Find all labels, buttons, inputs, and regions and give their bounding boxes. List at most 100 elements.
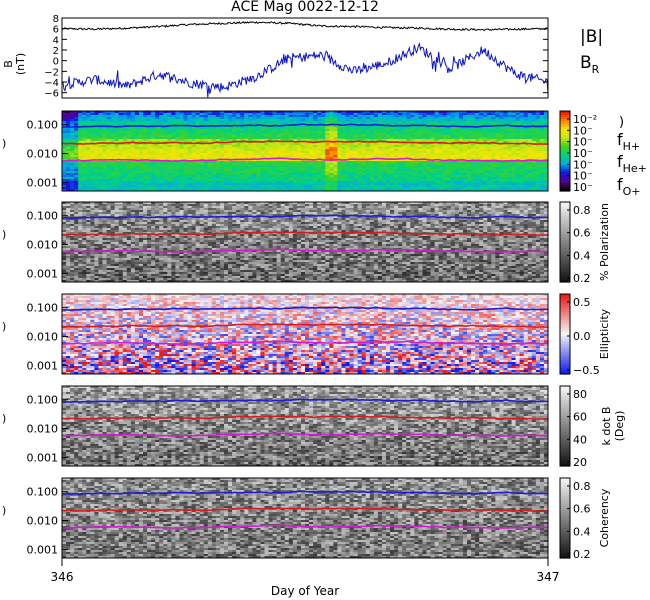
heatmap-cell	[414, 167, 419, 170]
heatmap-cell	[195, 133, 201, 136]
heatmap-cell	[361, 149, 367, 152]
heatmap-cell	[74, 123, 79, 126]
heatmap-cell	[215, 149, 221, 152]
heatmap-cell	[284, 155, 290, 158]
heatmap-cell	[62, 129, 67, 132]
heatmap-cell	[430, 145, 436, 148]
heatmap-cell	[325, 173, 330, 176]
heatmap-cell	[539, 129, 545, 132]
heatmap-cell	[98, 161, 104, 164]
heatmap-cell	[531, 113, 537, 116]
heatmap-cell	[467, 189, 472, 191]
heatmap-cell	[163, 175, 168, 178]
heatmap-cell	[228, 171, 233, 174]
heatmap-cell	[138, 119, 144, 122]
heatmap-cell	[462, 149, 468, 152]
heatmap-cell	[325, 143, 330, 146]
heatmap-cell	[305, 139, 310, 142]
series-b-radial-line	[62, 42, 548, 98]
heatmap-cell	[66, 139, 71, 142]
heatmap-cell	[487, 175, 492, 178]
heatmap-cell	[329, 167, 334, 170]
heatmap-cell	[357, 173, 363, 176]
heatmap-cell	[406, 121, 411, 124]
heatmap-cell	[491, 163, 496, 166]
heatmap-cell	[122, 113, 128, 116]
heatmap-cell	[195, 121, 201, 124]
heatmap-cell	[527, 127, 533, 130]
heatmap-cell	[240, 179, 245, 182]
heatmap-cell	[134, 171, 140, 174]
heatmap-cell	[66, 111, 71, 114]
heatmap-cell	[353, 115, 359, 118]
heatmap-cell	[126, 131, 132, 134]
heatmap-cell	[260, 155, 266, 158]
heatmap-cell	[232, 119, 237, 122]
heatmap-cell	[90, 143, 95, 146]
heatmap-cell	[155, 151, 160, 154]
heatmap-cell	[414, 153, 419, 156]
heatmap-cell	[199, 157, 205, 160]
heatmap-cell	[467, 185, 472, 188]
heatmap-cell	[114, 167, 120, 170]
heatmap-cell	[110, 123, 116, 126]
heatmap-cell	[224, 135, 229, 138]
heatmap-cell	[381, 155, 387, 158]
heatmap-cell	[207, 141, 213, 144]
heatmap-cell	[535, 137, 541, 140]
heatmap-cell	[236, 187, 241, 190]
heatmap-cell	[446, 151, 452, 154]
heatmap-cell	[98, 151, 104, 154]
heatmap-cell	[519, 119, 525, 122]
heatmap-cell	[317, 187, 322, 190]
heatmap-cell	[98, 119, 104, 122]
heatmap-cell	[511, 181, 517, 184]
heatmap-cell	[126, 163, 132, 166]
heatmap-cell	[260, 111, 266, 114]
heatmap-cell	[102, 131, 108, 134]
heatmap-cell	[402, 147, 407, 150]
heatmap-cell	[386, 175, 391, 178]
heatmap-cell	[134, 155, 140, 158]
heatmap-cell	[430, 127, 436, 130]
heatmap-cell	[134, 202, 140, 205]
heatmap-cell	[325, 177, 330, 180]
heatmap-cell	[345, 143, 351, 146]
heatmap-cell	[66, 169, 71, 172]
heatmap-cell	[479, 151, 484, 154]
heatmap-cell	[203, 149, 209, 152]
heatmap-cell	[418, 153, 424, 156]
heatmap-cell	[175, 153, 181, 156]
heatmap-cell	[224, 113, 229, 116]
heatmap-cell	[479, 131, 484, 134]
heatmap-cell	[430, 135, 436, 138]
heatmap-cell	[62, 189, 67, 191]
heatmap-cell	[179, 177, 185, 180]
heatmap-cell	[256, 135, 262, 138]
heatmap-cell	[454, 147, 460, 150]
heatmap-cell	[503, 157, 509, 160]
heatmap-cell	[527, 155, 533, 158]
heatmap-cell	[228, 183, 233, 186]
heatmap-cell	[321, 143, 326, 146]
heatmap-cell	[163, 137, 168, 140]
heatmap-cell	[446, 202, 452, 205]
heatmap-cell	[94, 177, 100, 180]
heatmap-cell	[126, 121, 132, 124]
heatmap-cell	[219, 159, 225, 162]
heatmap-cell	[122, 173, 128, 176]
heatmap-cell	[475, 137, 480, 140]
heatmap-cell	[353, 117, 359, 120]
heatmap-cell	[321, 151, 326, 154]
heatmap-cell	[195, 169, 201, 172]
heatmap-cell	[543, 135, 548, 138]
heatmap-cell	[390, 147, 395, 150]
heatmap-cell	[147, 123, 152, 126]
heatmap-cell	[219, 127, 225, 130]
heatmap-cell	[143, 149, 148, 152]
heatmap-cell	[90, 153, 95, 156]
heatmap-cell	[98, 155, 104, 158]
heatmap-cell	[329, 153, 334, 156]
heatmap-cell	[179, 147, 185, 150]
heatmap-cell	[130, 181, 136, 184]
